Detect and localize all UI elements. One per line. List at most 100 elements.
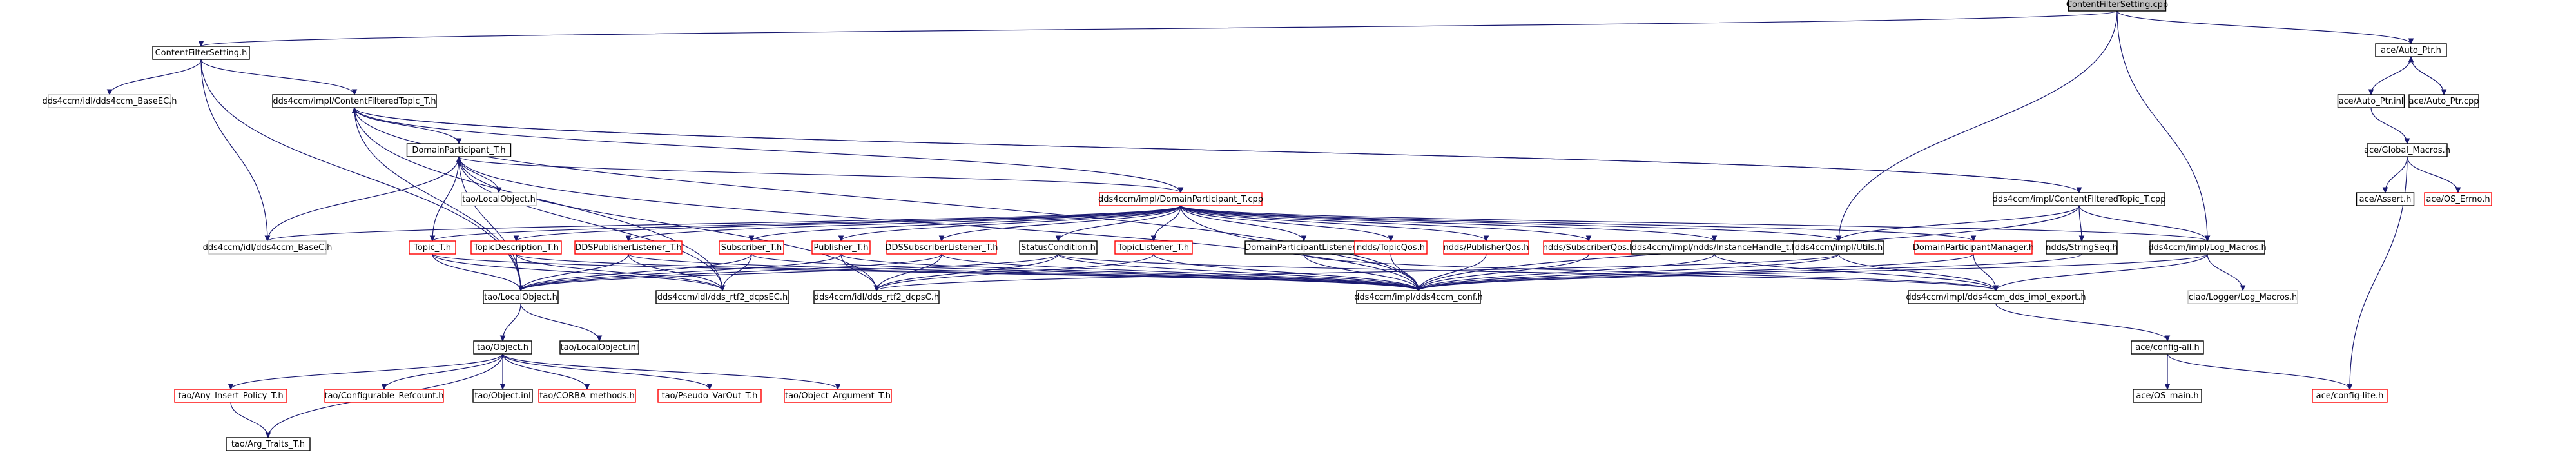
node-box[interactable]: [152, 46, 250, 60]
node-localobject-h[interactable]: tao/LocalObject.h: [483, 290, 559, 304]
node-autoptr-inl[interactable]: ace/Auto_Ptr.inl: [2337, 94, 2405, 108]
node-box[interactable]: [1908, 290, 2084, 304]
node-publisher-t[interactable]: Publisher_T.h: [811, 240, 871, 255]
node-box[interactable]: [2408, 94, 2479, 108]
node-dplistener[interactable]: DomainParticipantListener.h: [1244, 240, 1363, 255]
dependency-edge: [2385, 156, 2408, 193]
node-box[interactable]: [208, 240, 327, 255]
node-box[interactable]: [2149, 240, 2265, 255]
node-utils-h[interactable]: dds4ccm/impl/Utils.h: [1793, 240, 1884, 255]
node-box[interactable]: [1099, 192, 1263, 206]
node-box[interactable]: [2131, 340, 2204, 355]
node-box[interactable]: [2133, 389, 2202, 403]
node-topicqos[interactable]: ndds/TopicQos.h: [1354, 240, 1428, 255]
node-box[interactable]: [1914, 240, 2033, 255]
node-os-errno[interactable]: ace/OS_Errno.h: [2424, 192, 2492, 206]
node-box[interactable]: [473, 340, 532, 355]
node-root[interactable]: ContentFilterSetting.cpp: [2066, 0, 2168, 12]
node-topiclistener[interactable]: TopicListener_T.h: [1114, 240, 1193, 255]
node-box[interactable]: [2337, 94, 2405, 108]
node-box[interactable]: [1114, 240, 1193, 255]
node-box[interactable]: [48, 94, 171, 108]
node-dp-h[interactable]: DomainParticipant_T.h: [406, 143, 512, 157]
node-box[interactable]: [655, 290, 789, 304]
node-dp-cpp[interactable]: dds4ccm/impl/DomainParticipant_T.cpp: [1098, 192, 1263, 206]
node-pseudo-varout[interactable]: tao/Pseudo_VarOut_T.h: [657, 389, 762, 403]
node-autoptr-h[interactable]: ace/Auto_Ptr.h: [2375, 43, 2447, 57]
node-subscriber-t[interactable]: Subscriber_T.h: [719, 240, 784, 255]
node-ddspublistener[interactable]: DDSPublisherListener_T.h: [574, 240, 683, 255]
node-box[interactable]: [226, 437, 311, 451]
node-box[interactable]: [2424, 192, 2492, 206]
node-box[interactable]: [2068, 0, 2167, 12]
node-label: dds4ccm/idl/dds4ccm_BaseEC.h: [42, 97, 177, 106]
node-box[interactable]: [1354, 240, 1428, 255]
node-ddssublistener[interactable]: DDSSubscriberListener_T.h: [885, 240, 998, 255]
node-baseec-h[interactable]: dds4ccm/idl/dds4ccm_BaseEC.h: [42, 94, 177, 108]
node-logmacros[interactable]: dds4ccm/impl/Log_Macros.h: [2148, 240, 2267, 255]
node-box[interactable]: [719, 240, 784, 255]
node-box[interactable]: [409, 240, 456, 255]
node-box[interactable]: [574, 240, 683, 255]
node-box[interactable]: [2367, 143, 2448, 157]
node-box[interactable]: [272, 94, 437, 108]
node-box[interactable]: [2187, 290, 2298, 304]
node-box[interactable]: [470, 240, 562, 255]
node-box[interactable]: [559, 340, 639, 355]
node-box[interactable]: [657, 389, 762, 403]
node-dcpsc-h[interactable]: dds4ccm/idl/dds_rtf2_dcpsC.h: [813, 290, 940, 304]
node-cft-h[interactable]: dds4ccm/impl/ContentFilteredTopic_T.h: [272, 94, 437, 108]
dependency-edge: [502, 353, 710, 390]
node-pubqos[interactable]: ndds/PublisherQos.h: [1443, 240, 1529, 255]
node-config-lite[interactable]: ace/config-lite.h: [2312, 389, 2388, 403]
node-box[interactable]: [2046, 240, 2118, 255]
node-conf-h[interactable]: dds4ccm/impl/dds4ccm_conf.h: [1354, 290, 1483, 304]
node-box[interactable]: [174, 389, 287, 403]
node-box[interactable]: [2356, 192, 2415, 206]
node-topic-t[interactable]: Topic_T.h: [409, 240, 456, 255]
node-object-h[interactable]: tao/Object.h: [473, 340, 532, 355]
node-box[interactable]: [813, 290, 940, 304]
node-config-all[interactable]: ace/config-all.h: [2131, 340, 2204, 355]
node-dcpsec-h[interactable]: dds4ccm/idl/dds_rtf2_dcpsEC.h: [655, 290, 789, 304]
node-baseC-h[interactable]: dds4ccm/idl/dds4ccm_BaseC.h: [203, 240, 333, 255]
node-box[interactable]: [784, 389, 892, 403]
node-any-insert[interactable]: tao/Any_Insert_Policy_T.h: [174, 389, 287, 403]
node-instancehandle[interactable]: dds4ccm/impl/ndds/InstanceHandle_t.h: [1631, 240, 1797, 255]
node-cft-cpp[interactable]: dds4ccm/impl/ContentFilteredTopic_T.cpp: [1993, 192, 2166, 206]
node-box[interactable]: [324, 389, 444, 403]
node-stringseq[interactable]: ndds/StringSeq.h: [2046, 240, 2118, 255]
node-box[interactable]: [2312, 389, 2388, 403]
node-statuscond[interactable]: StatusCondition.h: [1019, 240, 1098, 255]
node-corba-methods[interactable]: tao/CORBA_methods.h: [538, 389, 636, 403]
node-localobject-h-ext[interactable]: tao/LocalObject.h: [461, 192, 537, 206]
node-box[interactable]: [1356, 290, 1481, 304]
node-localobject-inl[interactable]: tao/LocalObject.inl: [559, 340, 639, 355]
node-ciao-logger[interactable]: ciao/Logger/Log_Macros.h: [2187, 290, 2298, 304]
node-topicdesc-t[interactable]: TopicDescription_T.h: [470, 240, 562, 255]
node-box[interactable]: [1443, 240, 1529, 255]
node-box[interactable]: [1019, 240, 1098, 255]
node-box[interactable]: [1993, 192, 2165, 206]
node-configurable[interactable]: tao/Configurable_Refcount.h: [324, 389, 444, 403]
node-os-main[interactable]: ace/OS_main.h: [2133, 389, 2202, 403]
node-cfs-h[interactable]: ContentFilterSetting.h: [152, 46, 250, 60]
node-object-inl[interactable]: tao/Object.inl: [472, 389, 533, 403]
node-arg-traits[interactable]: tao/Arg_Traits_T.h: [226, 437, 311, 451]
node-assert-h[interactable]: ace/Assert.h: [2356, 192, 2415, 206]
node-box[interactable]: [406, 143, 512, 157]
node-global-macros[interactable]: ace/Global_Macros.h: [2364, 143, 2450, 157]
node-impl-export[interactable]: dds4ccm/impl/dds4ccm_dds_impl_export.h: [1906, 290, 2086, 304]
node-autoptr-cpp[interactable]: ace/Auto_Ptr.cpp: [2408, 94, 2479, 108]
node-box[interactable]: [483, 290, 559, 304]
node-box[interactable]: [2375, 43, 2447, 57]
node-subqos[interactable]: ndds/SubscriberQos.h: [1543, 240, 1634, 255]
node-object-argument[interactable]: tao/Object_Argument_T.h: [784, 389, 892, 403]
node-dpmanager[interactable]: DomainParticipantManager.h: [1913, 240, 2034, 255]
node-box[interactable]: [886, 240, 997, 255]
node-box[interactable]: [1793, 240, 1884, 255]
node-box[interactable]: [461, 192, 537, 206]
node-box[interactable]: [538, 389, 636, 403]
node-box[interactable]: [811, 240, 871, 255]
node-box[interactable]: [472, 389, 533, 403]
